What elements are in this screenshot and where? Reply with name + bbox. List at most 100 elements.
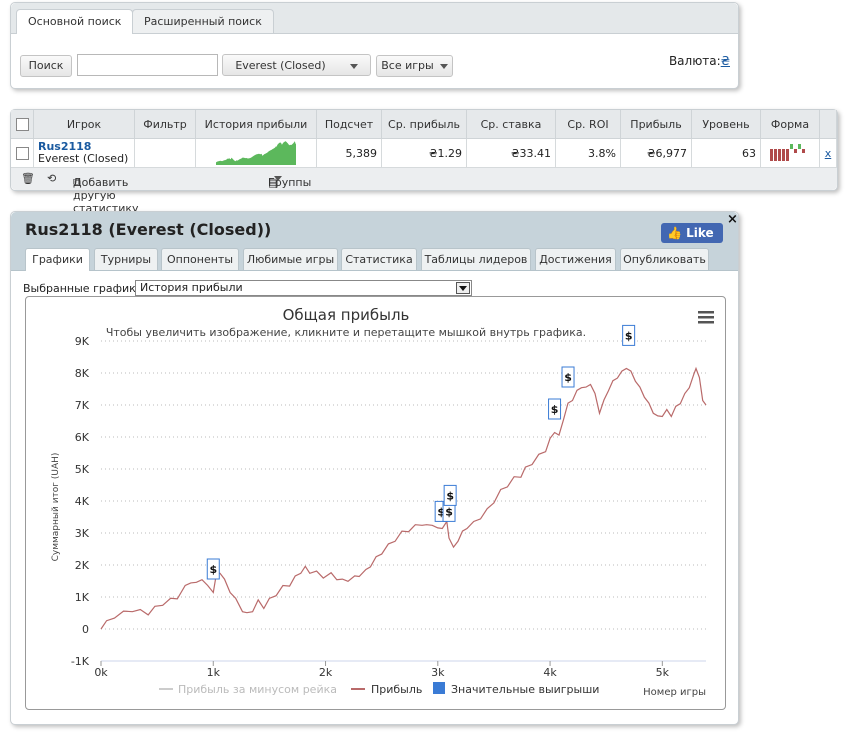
tab-opponents[interactable]: Оппоненты [161,248,239,270]
header-profit-history[interactable]: История прибыли [195,110,317,139]
like-label: Like [686,226,714,240]
search-button[interactable]: Поиск [20,55,72,77]
close-icon[interactable]: × [727,212,738,227]
flag-box [548,398,562,420]
x-tick-label: 4k [543,666,557,679]
graph-select-label: Выбранные графики: [23,282,147,295]
player-header: Rus2118 (Everest (Closed)) 👍 Like 0 × Гр… [11,212,738,271]
level-cell: 63 [691,138,761,168]
chevron-down-icon [349,63,358,69]
games-select[interactable]: Все игры [376,55,453,77]
form-bar [786,148,789,161]
header-avg-stake[interactable]: Ср. ставка [466,110,556,139]
tab-tournaments[interactable]: Турниры [94,248,158,270]
stats-footer: 🗑 ⟲ ⧉ Добавить другую статистику ▤ Групп… [11,168,837,215]
chart-title: Общая прибыль [283,306,410,324]
add-stat-label: Добавить другую статистику [73,176,139,215]
y-tick-label: 3K [75,527,90,540]
menu-line [698,311,714,314]
table-row: Rus2118 Everest (Closed) 5,389 ₴1.29 ₴33.… [11,138,837,168]
remove-row-link[interactable]: x [819,138,837,168]
select-all-checkbox[interactable] [15,117,29,131]
tab-advanced-search[interactable]: Расширенный поиск [132,9,274,33]
chart-svg: Общая прибыль Чтобы увеличить изображени… [51,306,714,698]
network-select[interactable]: Everest (Closed) [222,54,371,76]
trash-icon[interactable]: 🗑 [21,172,35,185]
row-checkbox-cell [11,138,34,168]
games-select-value: Все игры [381,59,434,72]
stats-panel: Игрок Фильтр История прибыли Подсчет Ср.… [10,109,838,215]
header-level[interactable]: Уровень [691,110,761,139]
tab-graphs[interactable]: Графики [25,248,90,271]
tab-basic-search[interactable]: Основной поиск [16,9,134,34]
count-cell: 5,389 [316,138,382,168]
profit-sparkline [195,138,317,168]
y-tick-label: 0 [82,623,89,636]
search-input[interactable] [77,54,218,76]
search-panel: Основной поиск Расширенный поиск Поиск E… [10,2,739,89]
header-profit[interactable]: Прибыль [620,110,692,139]
form-bar [774,148,777,161]
x-tick-label: 2k [319,666,333,679]
currency-link[interactable]: ₴ [720,54,730,68]
filter-cell [134,138,196,168]
header-filter[interactable]: Фильтр [134,110,196,139]
x-tick-label: 3k [431,666,445,679]
tab-favorite-games[interactable]: Любимые игры [243,248,338,270]
header-player[interactable]: Игрок [33,110,135,139]
form-bar [790,143,793,149]
dropdown-arrow-icon [456,282,470,294]
search-tabs: Основной поиск Расширенный поиск [11,3,738,34]
chevron-down-icon [439,63,448,69]
hamburger-icon[interactable] [698,311,714,324]
header-remove [819,110,837,139]
y-tick-label: 7K [75,399,90,412]
legend-profit[interactable]: Прибыль [371,683,422,696]
big-win-flag[interactable]: $ [206,558,220,580]
header-form[interactable]: Форма [760,110,820,139]
flag-box [206,558,220,580]
x-axis-label: Номер игры [643,687,706,698]
x-tick-label: 5k [656,666,670,679]
big-win-flag[interactable]: $ [443,484,457,506]
flag-box [443,484,457,506]
y-axis-ticks: -1K 0 1K 2K 3K 4K 5K 6K 7K 8K 9K [71,335,90,668]
tab-publish[interactable]: Опубликовать [620,248,709,270]
x-axis-ticks: 0k 1k 2k 3k 4k 5k [94,661,670,679]
form-bars [770,143,805,161]
chevron-down-icon [274,176,282,181]
big-win-flag[interactable]: $ [622,324,636,346]
sparkline-chart [216,141,296,165]
big-win-flag[interactable]: $ [561,366,575,388]
tab-leaderboards[interactable]: Таблицы лидеров [421,248,531,270]
flag-label: $ [551,403,559,416]
avg-roi-cell: 3.8% [555,138,621,168]
tab-statistics[interactable]: Статистика [341,248,417,270]
header-count[interactable]: Подсчет [316,110,382,139]
tab-achievements[interactable]: Достижения [535,248,616,270]
player-link[interactable]: Rus2118 [38,140,92,153]
header-avg-roi[interactable]: Ср. ROI [555,110,621,139]
avg-profit-cell: ₴1.29 [381,138,467,168]
currency-label: Валюта: [668,54,721,68]
profit-chart[interactable]: Общая прибыль Чтобы увеличить изображени… [25,296,726,710]
graph-select[interactable]: История прибыли [135,280,472,296]
chart-grid [101,340,706,662]
y-tick-label: 8K [75,367,90,380]
row-checkbox[interactable] [15,146,29,160]
y-tick-label: 9K [75,335,90,348]
refresh-icon[interactable]: ⟲ [47,172,57,185]
header-avg-profit[interactable]: Ср. прибыль [381,110,467,139]
chart-subtitle: Чтобы увеличить изображение, кликните и … [106,326,586,339]
form-bar [802,148,805,153]
menu-line [698,321,714,324]
big-win-flag[interactable]: $ [548,398,562,420]
y-tick-label: 1K [75,591,90,604]
legend-wins[interactable]: Значительные выигрыши [451,683,599,696]
like-button[interactable]: 👍 Like 0 [661,223,723,260]
player-panel: Rus2118 (Everest (Closed)) 👍 Like 0 × Гр… [10,211,739,725]
legend-rake[interactable]: Прибыль за минусом рейка [178,683,337,696]
thumbs-up-icon: 👍 [667,226,682,240]
sparkline-area [216,141,296,165]
flag-label: $ [446,489,454,502]
